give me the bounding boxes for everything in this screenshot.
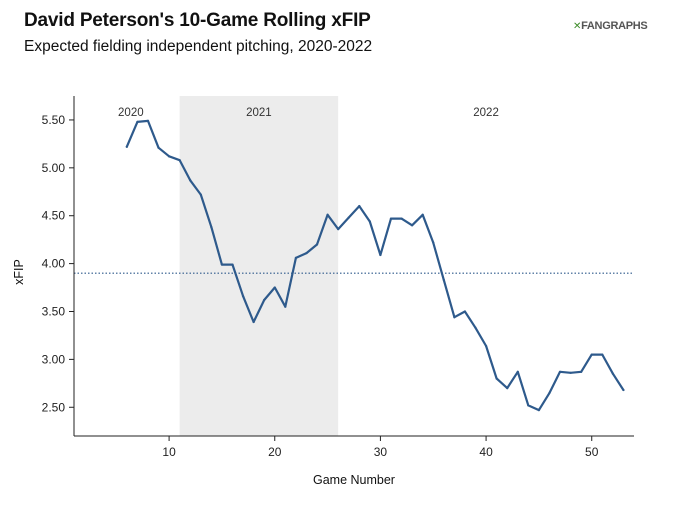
y-tick-label: 4.00	[42, 257, 66, 271]
data-point	[558, 370, 562, 373]
season-label-2021: 2021	[246, 107, 272, 119]
data-point	[368, 220, 371, 223]
data-point	[263, 298, 266, 302]
logo-mark-icon: ✕	[573, 21, 582, 32]
data-point	[400, 217, 403, 220]
data-point	[474, 326, 477, 329]
data-point	[495, 377, 498, 380]
data-point	[389, 217, 393, 220]
data-point	[506, 387, 509, 390]
season-label-2020: 2020	[118, 107, 144, 119]
chart-subtitle: Expected fielding independent pitching, …	[24, 38, 373, 55]
data-point	[548, 391, 551, 395]
data-point	[537, 409, 541, 412]
data-point	[611, 372, 614, 375]
data-point	[189, 179, 192, 182]
fangraphs-logo: ✕FANGRAPHS	[573, 20, 648, 32]
data-point	[305, 251, 308, 255]
data-point	[622, 388, 625, 392]
y-tick-label: 5.50	[42, 113, 66, 127]
data-point	[337, 228, 340, 231]
data-point	[432, 241, 435, 244]
data-point	[284, 305, 287, 308]
data-point	[463, 310, 467, 313]
data-point	[199, 193, 202, 196]
data-point	[167, 155, 171, 158]
series-line-0	[125, 119, 625, 412]
data-point	[178, 159, 181, 162]
data-point	[326, 213, 329, 216]
logo-text: FANGRAPHS	[581, 20, 648, 32]
data-point	[315, 243, 319, 246]
data-point	[516, 370, 519, 373]
data-point	[220, 263, 224, 266]
data-point	[569, 371, 572, 374]
y-axis-title: xFIP	[12, 259, 26, 285]
data-point	[252, 320, 255, 324]
data-point	[411, 224, 414, 227]
x-axis-title: Game Number	[313, 473, 395, 487]
data-point	[347, 216, 350, 219]
data-point	[210, 226, 213, 229]
x-tick-label: 30	[374, 445, 388, 459]
y-tick-label: 3.00	[42, 352, 66, 366]
data-point	[590, 353, 593, 356]
data-point	[601, 353, 604, 356]
data-point	[379, 253, 382, 257]
season-label-2022: 2022	[473, 107, 499, 119]
y-tick-label: 3.50	[42, 304, 66, 318]
data-point	[294, 256, 297, 259]
data-point	[146, 119, 150, 123]
y-tick-label: 5.00	[42, 161, 66, 175]
data-point	[580, 370, 583, 373]
data-point	[421, 213, 424, 216]
data-point	[358, 205, 361, 208]
x-tick-label: 50	[585, 445, 599, 459]
season-band-2021	[179, 96, 339, 436]
data-point	[453, 316, 456, 319]
data-point	[442, 278, 445, 281]
y-tick-label: 4.50	[42, 209, 66, 223]
x-tick-label: 20	[268, 445, 282, 459]
data-point	[273, 286, 276, 289]
data-point	[231, 263, 234, 266]
x-tick-label: 40	[479, 445, 493, 459]
data-point	[241, 295, 245, 298]
data-point	[527, 404, 530, 407]
x-tick-label: 10	[162, 445, 176, 459]
data-point	[484, 344, 488, 348]
y-tick-label: 2.50	[42, 400, 66, 414]
data-point	[157, 146, 160, 149]
chart-title: David Peterson's 10-Game Rolling xFIP	[24, 10, 371, 31]
data-point	[125, 145, 128, 148]
data-point	[136, 120, 139, 123]
